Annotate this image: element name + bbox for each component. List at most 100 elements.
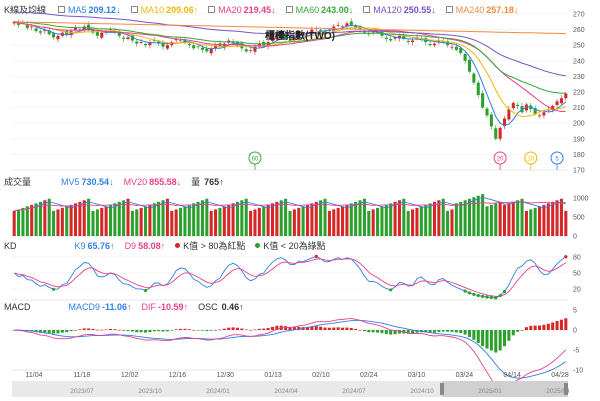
osc-bar [437,330,441,332]
volume-bar [266,204,270,236]
osc-bar [555,320,559,330]
osc-bar [275,325,279,330]
candle-body [165,45,169,49]
osc-bar [332,327,336,330]
candle-body [345,23,349,27]
volume-legend: 成交量 MV5 730.54 ↓ MV20 855.58 ↓ 量 765 ↑ [4,175,234,188]
osc-bar [481,330,485,347]
checkbox-icon[interactable] [285,6,293,13]
event-marker-label: 60 [252,157,259,163]
checkbox-icon[interactable] [130,6,138,13]
x-date-label: 11/18 [73,372,90,379]
osc-bar [502,330,507,347]
candle-body [362,31,366,33]
legend-d9: D9 58.08 ↑ [125,241,166,251]
x-date-label: 04/28 [551,372,569,379]
osc-bar [91,328,95,330]
volume-bar [47,198,51,236]
kd-green-dot [467,291,472,295]
osc-bar [389,330,393,335]
volume-bar [43,200,47,236]
candle-body [196,46,200,48]
volume-bar [222,206,226,236]
legend-d9-name: D9 [124,240,137,251]
legend-ma5[interactable]: MA5 209.12 ↓ [58,5,121,15]
navigator-axis-label: 2024/04 [274,388,298,395]
candle-body [257,43,261,47]
volume-bar [235,201,239,236]
osc-bar [73,329,78,331]
osc-bar [498,330,502,351]
event-marker-circle [524,151,538,165]
legend-osc: OSC 0.46 ↑ [198,302,244,312]
x-date-label: 02/10 [312,372,330,379]
event-marker-circle [493,151,507,165]
legend-ma240-arrow: ↓ [513,4,519,15]
legend-vol-arrow: ↑ [219,176,224,187]
kline-y-tick-label: 230 [573,74,585,81]
osc-bar [415,330,419,333]
osc-bar [60,330,64,333]
volume-bar [170,210,174,236]
kd-y-tick-label: 80 [573,254,581,261]
candle-body [214,45,218,49]
osc-bar [546,323,550,330]
volume-bar [108,204,113,236]
candle-body [494,128,498,139]
osc-bar [253,329,257,331]
candle-body [437,40,441,42]
volume-bar [323,198,327,236]
legend-ma10[interactable]: MA10 209.06 ↑ [130,4,198,15]
osc-bar [446,330,450,332]
volume-bar [279,200,283,236]
kline-y-tick-label: 220 [573,90,585,97]
osc-bar [397,330,401,334]
legend-k9: K9 65.76 ↑ [75,241,115,251]
osc-bar [196,330,200,331]
checkbox-icon[interactable] [208,6,216,13]
volume-bar [511,201,515,236]
osc-bar [424,330,428,333]
candle-body [249,49,253,51]
volume-bar [17,209,21,236]
candle-body [231,42,235,43]
osc-bar [485,330,489,349]
volume-bar [529,209,533,236]
osc-bar [371,330,375,333]
checkbox-icon[interactable] [58,6,66,13]
volume-bar [472,197,476,236]
checkbox-icon[interactable] [445,6,453,13]
osc-bar [38,330,42,333]
legend-ma120-name: MA120 [373,4,402,15]
osc-bar [227,327,231,330]
osc-bar [336,327,340,330]
range-navigator-selection [442,381,568,397]
legend-macd9-name: MACD9 [68,302,101,312]
chart-title: 櫃檯指數(TWO) [265,29,335,42]
legend-k-red-note: K值 > 80為紅點 [175,239,245,252]
candle-body [516,104,520,107]
checkbox-icon[interactable] [363,6,371,13]
legend-mv5-value: 730.54 [81,176,110,187]
osc-bar [43,330,47,333]
candle-body [406,40,410,43]
candle-body [564,93,568,99]
osc-bar [542,324,546,330]
macd-y-tick-label: 0 [573,328,577,335]
legend-mv5-name: MV5 [61,176,80,187]
kd-green-dot [485,295,489,299]
osc-bar [367,330,371,333]
volume-bar [476,195,480,236]
kd-y-tick-label: 20 [573,287,581,294]
legend-ma60[interactable]: MA60 243.00 ↓ [285,5,353,15]
volume-bar [130,210,134,236]
candle-body [192,45,196,49]
legend-ma20[interactable]: MA20 219.45 ↓ [208,5,276,15]
k-green-note-text: K值 < 20為綠點 [263,241,326,251]
legend-ma240[interactable]: MA240 257.18 ↓ [445,4,519,15]
volume-bar [21,207,25,236]
volume-bar [551,201,555,236]
legend-ma10-value: 209.06 [166,4,194,15]
volume-bar [389,203,393,236]
legend-ma120[interactable]: MA120 250.55 ↓ [363,5,436,15]
